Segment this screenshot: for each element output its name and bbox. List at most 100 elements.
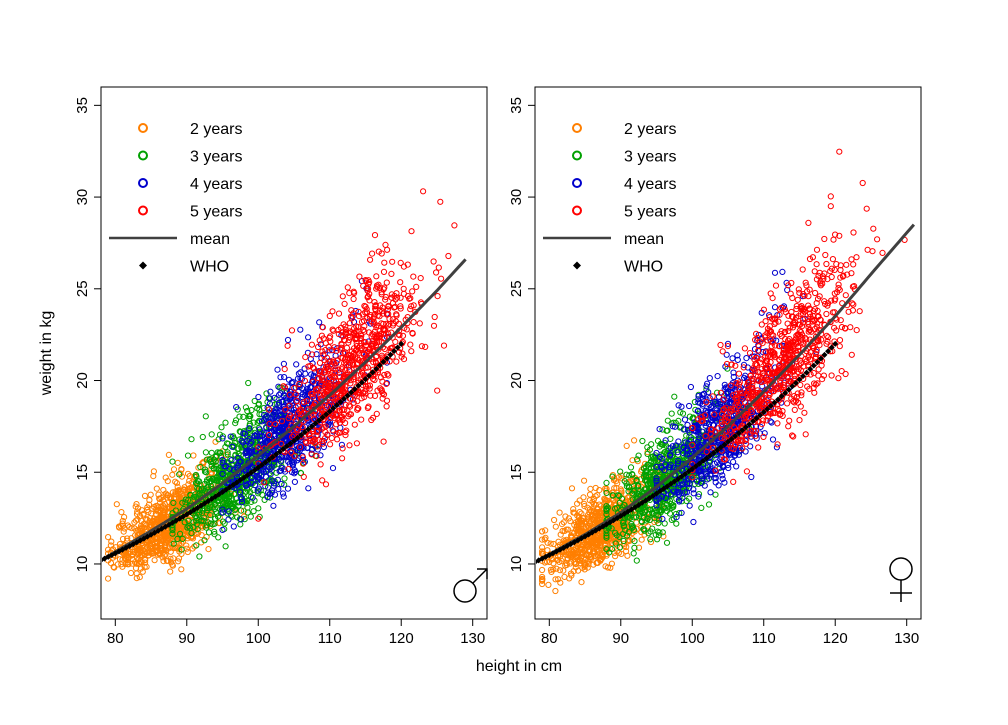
data-point bbox=[368, 257, 373, 262]
legend-label: 4 years bbox=[190, 176, 242, 193]
data-point bbox=[582, 478, 587, 483]
data-point bbox=[275, 367, 280, 372]
x-tick-label: 100 bbox=[246, 630, 271, 647]
data-point bbox=[691, 519, 696, 524]
data-point bbox=[634, 558, 639, 563]
legend-diamond-icon bbox=[139, 262, 147, 270]
data-point bbox=[106, 576, 111, 581]
data-point bbox=[561, 568, 566, 573]
y-tick-label: 35 bbox=[508, 97, 525, 114]
data-point bbox=[408, 342, 413, 347]
legend-circle-icon bbox=[139, 179, 147, 187]
data-point bbox=[546, 582, 551, 587]
data-point bbox=[414, 284, 419, 289]
data-point bbox=[687, 503, 692, 508]
data-point bbox=[665, 418, 670, 423]
data-point bbox=[595, 493, 600, 498]
y-tick-label: 10 bbox=[508, 556, 525, 573]
data-point bbox=[354, 441, 359, 446]
data-point bbox=[384, 404, 389, 409]
x-tick-label: 100 bbox=[680, 630, 705, 647]
data-point bbox=[271, 503, 276, 508]
data-point bbox=[191, 453, 196, 458]
legend-circle-icon bbox=[139, 152, 147, 160]
data-point bbox=[171, 467, 176, 472]
data-point bbox=[152, 558, 157, 563]
data-point bbox=[772, 270, 777, 275]
data-point bbox=[385, 247, 390, 252]
data-point bbox=[441, 343, 446, 348]
x-tick-label: 90 bbox=[612, 630, 629, 647]
data-point bbox=[293, 469, 298, 474]
data-point bbox=[640, 438, 645, 443]
data-point bbox=[185, 453, 190, 458]
data-point bbox=[238, 522, 243, 527]
data-point bbox=[185, 549, 190, 554]
data-point bbox=[285, 337, 290, 342]
data-point bbox=[285, 343, 290, 348]
y-tick-label: 15 bbox=[74, 464, 91, 481]
data-point bbox=[669, 411, 674, 416]
data-point bbox=[343, 429, 348, 434]
data-point bbox=[114, 502, 119, 507]
y-tick-label: 20 bbox=[508, 372, 525, 389]
data-point bbox=[734, 464, 739, 469]
data-point bbox=[382, 260, 387, 265]
data-point bbox=[452, 223, 457, 228]
data-point bbox=[674, 521, 679, 526]
data-point bbox=[569, 486, 574, 491]
data-point bbox=[398, 260, 403, 265]
data-point bbox=[318, 462, 323, 467]
data-point bbox=[434, 270, 439, 275]
data-point bbox=[398, 280, 403, 285]
male-symbol-icon bbox=[454, 580, 476, 602]
data-point bbox=[294, 362, 299, 367]
data-point bbox=[231, 524, 236, 529]
data-point bbox=[540, 567, 545, 572]
data-point bbox=[624, 443, 629, 448]
data-point bbox=[209, 450, 214, 455]
data-point bbox=[121, 529, 126, 534]
data-point bbox=[256, 506, 261, 511]
data-point bbox=[335, 437, 340, 442]
data-point bbox=[206, 530, 211, 535]
x-tick-label: 130 bbox=[894, 630, 919, 647]
legend-item-mean: mean bbox=[109, 231, 230, 248]
data-point bbox=[553, 588, 558, 593]
data-point bbox=[708, 490, 713, 495]
legend-item-4-years: 4 years bbox=[139, 176, 242, 193]
data-point bbox=[298, 327, 303, 332]
y-tick-label: 35 bbox=[74, 97, 91, 114]
data-point bbox=[189, 437, 194, 442]
male-symbol-arrow-icon bbox=[473, 569, 487, 583]
data-point bbox=[390, 259, 395, 264]
legend-label: mean bbox=[190, 231, 230, 248]
y-tick-label: 25 bbox=[508, 280, 525, 297]
legend-item-3-years: 3 years bbox=[139, 149, 242, 166]
legend-circle-icon bbox=[139, 124, 147, 132]
data-point bbox=[296, 371, 301, 376]
data-point bbox=[423, 344, 428, 349]
data-point bbox=[664, 540, 669, 545]
data-point bbox=[411, 320, 416, 325]
legend-circle-icon bbox=[139, 207, 147, 215]
data-point bbox=[340, 446, 345, 451]
data-point bbox=[179, 567, 184, 572]
data-point bbox=[393, 339, 398, 344]
data-point bbox=[317, 360, 322, 365]
data-point bbox=[282, 476, 287, 481]
data-point bbox=[340, 294, 345, 299]
data-point bbox=[381, 269, 386, 274]
data-point bbox=[280, 491, 285, 496]
data-point bbox=[128, 570, 133, 575]
data-point bbox=[329, 436, 334, 441]
legend-item-5-years: 5 years bbox=[139, 204, 242, 221]
x-tick-label: 90 bbox=[178, 630, 195, 647]
data-point bbox=[203, 450, 208, 455]
data-point bbox=[431, 259, 436, 264]
data-point bbox=[439, 276, 444, 281]
data-point bbox=[446, 253, 451, 258]
data-point bbox=[115, 562, 120, 567]
